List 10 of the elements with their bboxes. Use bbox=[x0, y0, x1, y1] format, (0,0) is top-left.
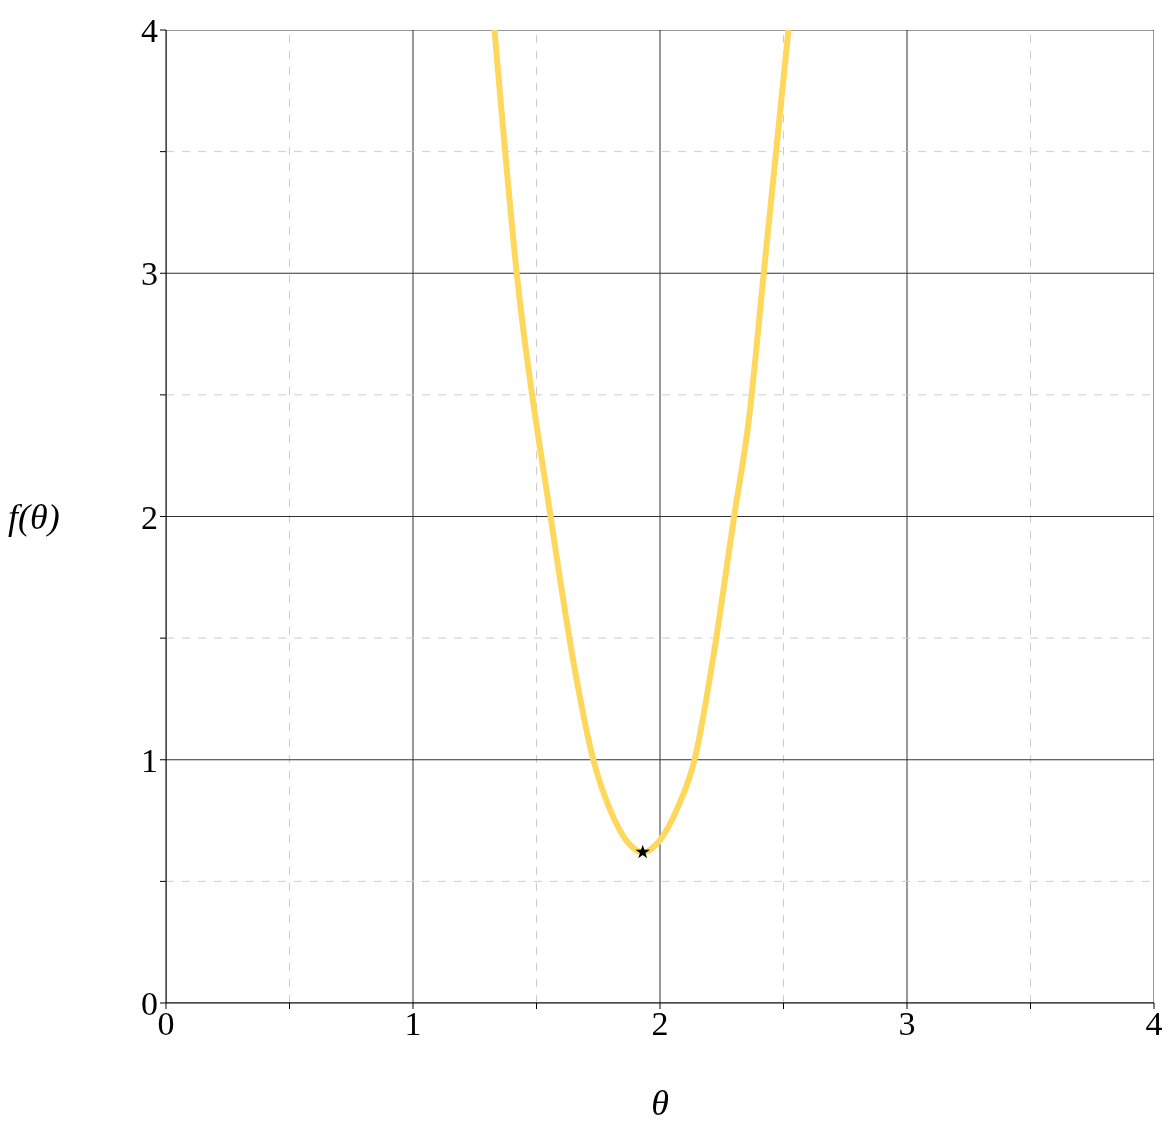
y-axis-title: f(θ) bbox=[8, 497, 60, 538]
x-tick-label: 4 bbox=[1145, 1005, 1163, 1043]
y-tick-label: 2 bbox=[141, 498, 158, 536]
x-tick-label: 1 bbox=[404, 1005, 422, 1043]
y-tick-label: 4 bbox=[141, 12, 158, 50]
y-tick-label: 1 bbox=[141, 741, 158, 779]
x-tick-label: 2 bbox=[651, 1005, 669, 1043]
y-tick-label: 3 bbox=[141, 255, 158, 293]
x-tick-label: 3 bbox=[898, 1005, 916, 1043]
x-axis-title: θ bbox=[651, 1083, 669, 1123]
